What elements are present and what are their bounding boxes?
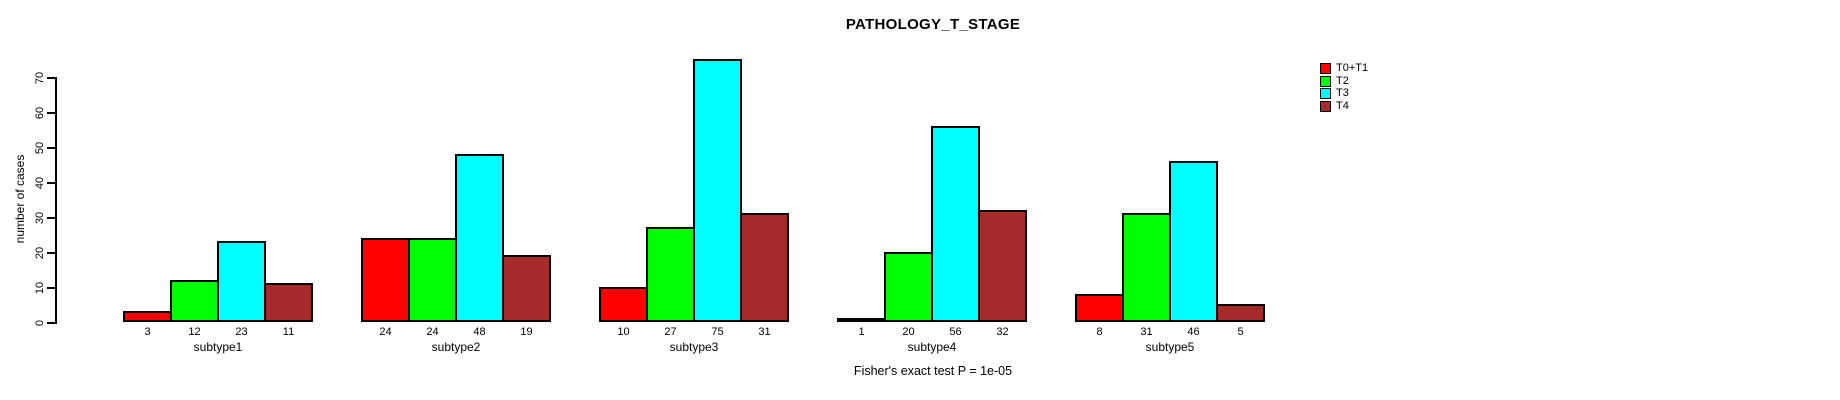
category-label: subtype3 — [669, 340, 719, 354]
bar-value-label: 20 — [902, 326, 915, 338]
bar-subtype5-T4 — [1216, 304, 1265, 322]
bar-subtype3-T3 — [693, 59, 742, 322]
legend-label: T3 — [1336, 87, 1349, 99]
y-tick-label: 60 — [34, 106, 46, 120]
bar-value-label: 24 — [379, 326, 392, 338]
bar-subtype3-T4 — [740, 213, 789, 322]
bar-value-label: 8 — [1096, 326, 1103, 338]
legend-row-T0+T1: T0+T1 — [1320, 62, 1369, 74]
bar-value-label: 48 — [473, 326, 486, 338]
legend-label: T4 — [1336, 99, 1349, 112]
bar-value-label: 27 — [664, 326, 677, 338]
bar-subtype1-T4 — [264, 283, 313, 322]
bar-value-label: 56 — [949, 326, 962, 338]
legend-swatch-icon — [1320, 100, 1331, 112]
bar-subtype2-T0+T1 — [361, 238, 410, 322]
bar-value-label: 24 — [426, 326, 439, 338]
legend-swatch-icon — [1320, 75, 1331, 87]
chart-title: PATHOLOGY_T_STAGE — [845, 16, 1021, 33]
bar-subtype2-T3 — [455, 154, 504, 322]
bar-value-label: 75 — [711, 326, 724, 338]
legend-label: T2 — [1336, 74, 1349, 87]
y-tick-label: 30 — [34, 211, 46, 225]
bar-subtype4-T2 — [884, 252, 933, 322]
bar-subtype2-T4 — [502, 255, 551, 322]
y-tick-mark — [47, 112, 55, 114]
y-tick-label: 20 — [34, 246, 46, 260]
bar-value-label: 5 — [1237, 326, 1244, 338]
bar-subtype3-T2 — [646, 227, 695, 322]
legend-row-T2: T2 — [1320, 74, 1368, 87]
bar-subtype2-T2 — [408, 238, 457, 322]
y-tick-mark — [47, 182, 55, 184]
bar-subtype1-T2 — [170, 280, 219, 322]
bar-subtype5-T3 — [1169, 161, 1218, 322]
category-label: subtype2 — [431, 340, 481, 354]
y-tick-label: 0 — [34, 319, 46, 327]
y-tick-mark — [47, 217, 55, 219]
y-tick-mark — [47, 77, 55, 79]
legend-row-T4: T4 — [1320, 99, 1368, 112]
bar-value-label: 10 — [617, 326, 630, 338]
y-tick-mark — [47, 287, 55, 289]
bar-subtype5-T0+T1 — [1075, 294, 1124, 322]
bar-subtype1-T3 — [217, 241, 266, 322]
bar-value-label: 31 — [758, 326, 771, 338]
bar-subtype4-T3 — [931, 126, 980, 322]
y-tick-label: 10 — [34, 281, 46, 295]
bar-value-label: 23 — [235, 326, 248, 338]
bar-value-label: 1 — [858, 326, 865, 338]
bar-value-label: 19 — [520, 326, 533, 338]
legend-swatch-icon — [1320, 88, 1331, 99]
category-label: subtype1 — [193, 340, 243, 354]
y-tick-mark — [47, 252, 55, 254]
y-tick-mark — [47, 147, 55, 149]
bar-value-label: 11 — [282, 326, 295, 338]
bar-subtype4-T0+T1 — [837, 318, 886, 322]
footer-note: Fisher's exact test P = 1e-05 — [853, 364, 1013, 378]
bar-subtype1-T0+T1 — [123, 311, 172, 322]
legend-label: T0+T1 — [1336, 62, 1369, 74]
y-tick-mark — [47, 322, 55, 324]
bar-value-label: 31 — [1140, 326, 1153, 338]
legend-swatch-icon — [1320, 63, 1331, 74]
bar-subtype4-T4 — [978, 210, 1027, 322]
legend-row-T3: T3 — [1320, 87, 1368, 99]
legend: T0+T1 T2 T3 T4 — [1320, 62, 1369, 112]
bar-subtype3-T0+T1 — [599, 287, 648, 322]
bar-value-label: 32 — [996, 326, 1009, 338]
y-axis-line — [55, 77, 57, 324]
y-tick-label: 50 — [34, 141, 46, 155]
bar-value-label: 12 — [188, 326, 201, 338]
bar-value-label: 3 — [144, 326, 151, 338]
bar-value-label: 46 — [1187, 326, 1200, 338]
y-tick-label: 70 — [34, 71, 46, 85]
category-label: subtype5 — [1145, 340, 1195, 354]
bar-subtype5-T2 — [1122, 213, 1171, 322]
category-label: subtype4 — [907, 340, 957, 354]
y-tick-label: 40 — [34, 176, 46, 190]
